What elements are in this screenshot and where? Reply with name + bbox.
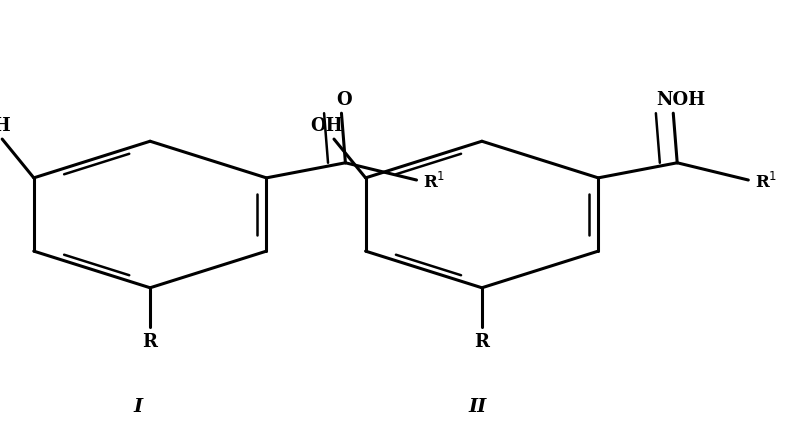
Text: R: R	[143, 332, 157, 350]
Text: II: II	[468, 397, 487, 415]
Text: R: R	[475, 332, 489, 350]
Text: OH: OH	[0, 117, 10, 135]
Text: R$^1$: R$^1$	[754, 172, 777, 191]
Text: R$^1$: R$^1$	[423, 172, 446, 191]
Text: O: O	[336, 91, 352, 109]
Text: NOH: NOH	[656, 91, 705, 109]
Text: OH: OH	[310, 117, 342, 135]
Text: I: I	[134, 397, 143, 415]
